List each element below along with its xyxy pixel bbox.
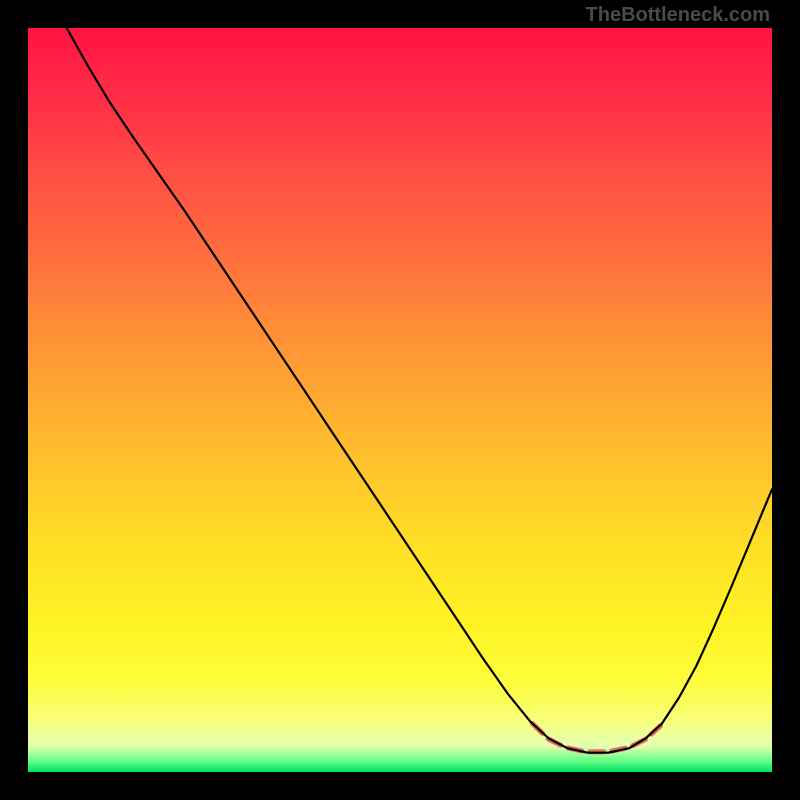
watermark-text: TheBottleneck.com bbox=[586, 4, 770, 27]
plot-area bbox=[28, 28, 772, 772]
curve-layer bbox=[28, 28, 772, 772]
flat-region-highlight bbox=[532, 724, 660, 752]
bottleneck-curve bbox=[67, 28, 772, 753]
